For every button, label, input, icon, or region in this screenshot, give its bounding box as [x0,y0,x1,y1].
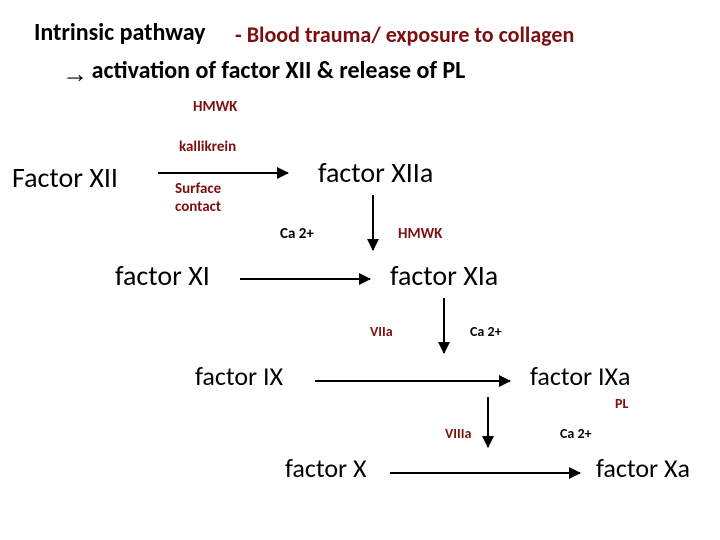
label-ca2-b: Ca 2+ [470,323,502,340]
title-part1: Intrinsic pathway [34,18,206,47]
title-part2: - Blood trauma/ exposure to collagen [235,21,574,48]
label-ca2-a: Ca 2+ [280,225,314,243]
arrow-right-icon: → [62,59,88,89]
arrow-xia-down [443,298,445,353]
label-surface: Surface [175,180,221,198]
label-contact: contact [175,198,221,216]
arrow-ixa-down [487,397,489,447]
factor-ix: factor IX [195,360,283,392]
label-hmwk2: HMWK [398,225,442,243]
factor-xa: factor Xa [596,452,690,484]
title-part3: activation of factor XII & release of PL [92,56,466,85]
factor-xiia: factor XIIa [318,155,433,190]
label-viiia: VIIIa [445,425,471,442]
factor-x: factor X [285,452,366,484]
label-viia: VIIa [370,323,393,340]
label-pl: PL [615,395,628,412]
factor-ixa: factor IXa [530,360,630,392]
factor-xi: factor XI [115,258,210,293]
label-ca2-c: Ca 2+ [560,425,592,442]
arrow-xi-xia [240,278,370,280]
title-line2: → activation of factor XII & release of … [62,56,465,90]
arrow-xii-xiia [158,172,288,174]
arrow-x-xa [390,472,580,474]
arrow-ix-ixa [315,380,510,382]
pathway-diagram: { "title": { "part1": "Intrinsic pathway… [0,0,720,540]
label-kallikrein: kallikrein [179,138,236,156]
factor-xia: factor XIa [390,258,498,293]
arrow-xiia-down [372,195,374,250]
label-hmwk-top: HMWK [193,98,237,116]
factor-xii: Factor XII [12,160,118,195]
